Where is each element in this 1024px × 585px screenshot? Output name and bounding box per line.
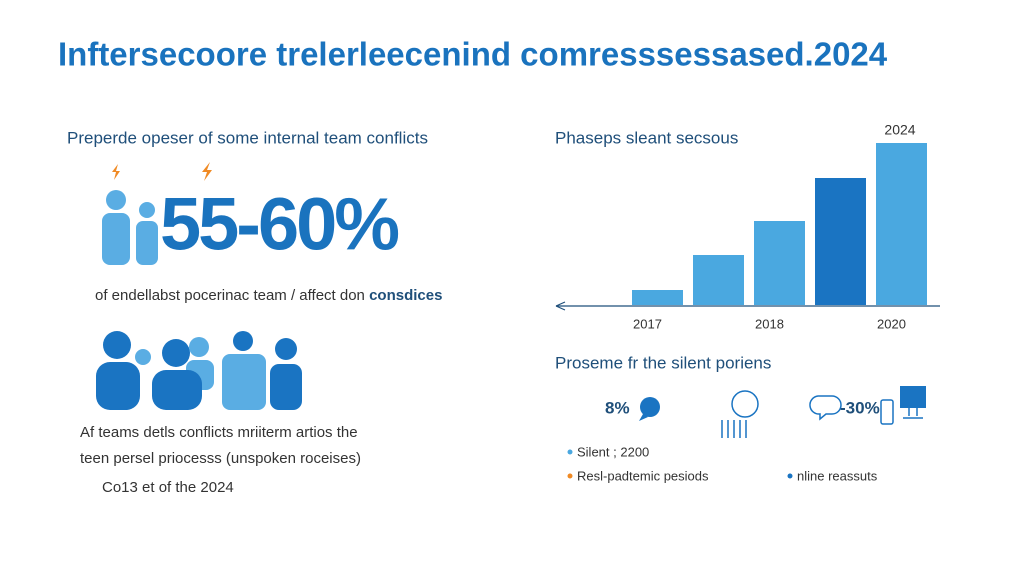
axis-arrow bbox=[555, 301, 566, 311]
chart-title: Phaseps sleant secsous bbox=[555, 128, 738, 147]
chat-icon bbox=[639, 386, 926, 438]
bar bbox=[876, 143, 927, 305]
bottom-heading: Proseme fr the silent poriens bbox=[555, 353, 771, 372]
caption-text: of endellabst pocerinac team / affect do… bbox=[95, 287, 365, 304]
note: Af teams detls conflicts mriiterm artios… bbox=[80, 424, 358, 441]
legend-entry: nline reassuts bbox=[797, 468, 878, 483]
legend-dot bbox=[567, 473, 573, 479]
icon-label: -30% bbox=[840, 398, 880, 417]
icon-label: 8% bbox=[605, 398, 630, 417]
bar bbox=[632, 290, 683, 305]
bar bbox=[693, 255, 744, 305]
legend-dot bbox=[567, 449, 573, 455]
x-tick-label: 2020 bbox=[877, 316, 906, 331]
legend-entry: Silent ; 2200 bbox=[577, 444, 649, 459]
left-heading: Preperde opeser of some internal team co… bbox=[67, 128, 428, 147]
caption-bold: consdices bbox=[369, 287, 442, 304]
people-icon bbox=[102, 162, 212, 265]
legend-entry: Resl-padtemic pesiods bbox=[577, 468, 709, 483]
bars bbox=[632, 143, 927, 305]
caption: of endellabst pocerinac team / affect do… bbox=[95, 287, 442, 304]
big-stat: 55-60% bbox=[160, 183, 398, 266]
legend-dot bbox=[787, 473, 793, 479]
title: Inftersecoore trelerleecenind comressses… bbox=[58, 36, 888, 73]
group-icon bbox=[96, 331, 302, 410]
bar bbox=[754, 221, 805, 305]
bar bbox=[815, 178, 866, 305]
x-tick-label: 2017 bbox=[633, 316, 662, 331]
x-tick-label: 2018 bbox=[755, 316, 784, 331]
note: teen persel priocesss (unspoken roceises… bbox=[80, 450, 361, 467]
note: Co13 et of the 2024 bbox=[102, 479, 234, 496]
chart-annotation: 2024 bbox=[884, 122, 915, 138]
